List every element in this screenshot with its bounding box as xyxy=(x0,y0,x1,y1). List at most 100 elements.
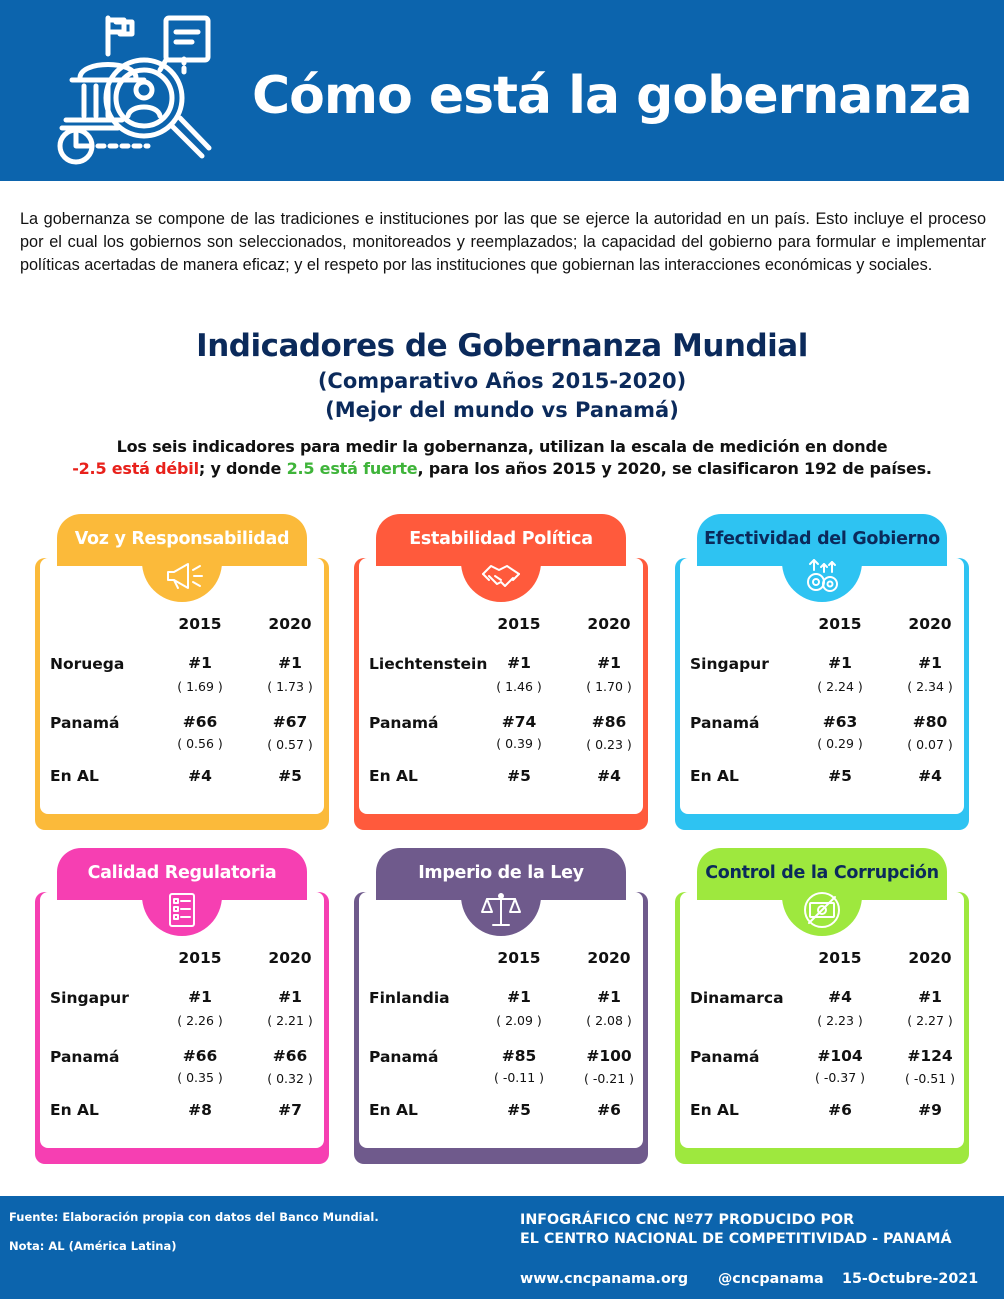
best-rank-2015: #1 xyxy=(188,988,212,1006)
al-rank-2015: #6 xyxy=(828,1101,852,1119)
scale-weak: -2.5 está débil xyxy=(72,459,199,478)
al-rank-2020: #4 xyxy=(918,767,942,785)
row-label-panama: Panamá xyxy=(690,1048,760,1066)
governance-search-icon xyxy=(57,15,212,165)
best-rank-2020: #1 xyxy=(597,988,621,1006)
best-rank-2020: #1 xyxy=(918,654,942,672)
card-frame xyxy=(675,892,969,1164)
panama-rank-2020: #67 xyxy=(272,713,308,731)
panama-rank-2020: #66 xyxy=(272,1047,308,1065)
best-score-2020: ( 2.27 ) xyxy=(907,1013,953,1028)
panama-score-2015: ( -0.11 ) xyxy=(493,1070,545,1085)
no-money-icon xyxy=(804,892,840,928)
al-rank-2015: #5 xyxy=(507,1101,531,1119)
al-rank-2020: #5 xyxy=(278,767,302,785)
row-label-panama: Panamá xyxy=(369,714,439,732)
al-rank-2020: #6 xyxy=(597,1101,621,1119)
row-label-best: Noruega xyxy=(50,655,125,673)
col-head-2015: 2015 xyxy=(178,615,222,633)
best-score-2020: ( 1.70 ) xyxy=(586,679,632,694)
best-rank-2015: #1 xyxy=(188,654,212,672)
panama-rank-2020: #124 xyxy=(907,1047,953,1065)
card-rule-of-law: Imperio de la Ley 2015 2020 Finlandia #1 #1( … xyxy=(354,848,648,1164)
best-score-2015: ( 2.23 ) xyxy=(817,1013,863,1028)
best-rank-2020: #1 xyxy=(597,654,621,672)
panama-rank-2015: #74 xyxy=(501,713,537,731)
card-corruption-control: Control de la Corrupción 2015 2020 Dinamarc… xyxy=(675,848,969,1164)
footer-handle[interactable]: @cncpanama xyxy=(718,1271,824,1287)
card-voice-accountability: Voz y Responsabilidad 2015 2020 Noruega #1 #1… xyxy=(35,514,329,830)
col-head-2015: 2015 xyxy=(497,949,541,967)
panama-score-2020: ( -0.51 ) xyxy=(904,1071,956,1086)
best-rank-2020: #1 xyxy=(278,988,302,1006)
panama-score-2015: ( 0.35 ) xyxy=(177,1070,223,1085)
panama-score-2020: ( 0.57 ) xyxy=(267,737,313,752)
card-government-effectiveness: Efectividad del Gobierno 2015 2020 Singapur… xyxy=(675,514,969,830)
footer-note: Nota: AL (América Latina) xyxy=(9,1239,177,1253)
best-score-2020: ( 2.21 ) xyxy=(267,1013,313,1028)
al-rank-2015: #5 xyxy=(828,767,852,785)
footer: Fuente: Elaboración propia con datos del… xyxy=(0,1196,1004,1299)
footer-website[interactable]: www.cncpanama.org xyxy=(520,1271,689,1287)
megaphone-icon xyxy=(167,563,203,589)
scale-description: Los seis indicadores para medir la gober… xyxy=(116,437,888,456)
footer-source: Fuente: Elaboración propia con datos del… xyxy=(9,1210,379,1224)
row-label-best: Singapur xyxy=(50,989,129,1007)
row-label-best: Dinamarca xyxy=(690,989,784,1007)
panama-rank-2015: #104 xyxy=(817,1047,863,1065)
best-score-2015: ( 2.26 ) xyxy=(177,1013,223,1028)
panama-score-2015: ( 0.56 ) xyxy=(177,736,223,751)
panama-score-2020: ( 0.07 ) xyxy=(907,737,953,752)
best-rank-2015: #1 xyxy=(507,654,531,672)
al-rank-2020: #9 xyxy=(918,1101,942,1119)
section-subtitle-comparison: (Mejor del mundo vs Panamá) xyxy=(325,398,679,422)
best-rank-2015: #4 xyxy=(828,988,852,1006)
section-title: Indicadores de Gobernanza Mundial xyxy=(196,328,808,364)
footer-date: 15-Octubre-2021 xyxy=(842,1271,979,1287)
col-head-2015: 2015 xyxy=(818,949,862,967)
panama-rank-2015: #63 xyxy=(822,713,858,731)
header-banner: Cómo está la gobernanza xyxy=(0,0,1004,181)
panama-score-2015: ( 0.39 ) xyxy=(496,736,542,751)
col-head-2015: 2015 xyxy=(497,615,541,633)
scale-end: , para los años 2015 y 2020, se clasific… xyxy=(417,459,932,478)
intro-paragraph: La gobernanza se compone de las tradicio… xyxy=(20,210,986,274)
al-rank-2020: #7 xyxy=(278,1101,302,1119)
col-head-2020: 2020 xyxy=(587,949,631,967)
panama-rank-2020: #86 xyxy=(591,713,627,731)
card-political-stability: Estabilidad Política 2015 2020 Liechtenstei… xyxy=(354,514,648,830)
best-rank-2020: #1 xyxy=(278,654,302,672)
footer-credit-line2: EL CENTRO NACIONAL DE COMPETITIVIDAD - P… xyxy=(520,1231,952,1247)
col-head-2015: 2015 xyxy=(178,949,222,967)
row-label-panama: Panamá xyxy=(50,714,120,732)
panama-score-2020: ( 0.23 ) xyxy=(586,737,632,752)
col-head-2020: 2020 xyxy=(908,949,952,967)
al-rank-2020: #4 xyxy=(597,767,621,785)
col-head-2020: 2020 xyxy=(268,949,312,967)
best-score-2020: ( 2.08 ) xyxy=(586,1013,632,1028)
card-regulatory-quality: Calidad Regulatoria 2015 2020 Singapur #1 #1(… xyxy=(35,848,329,1164)
best-score-2015: ( 2.09 ) xyxy=(496,1013,542,1028)
panama-rank-2015: #85 xyxy=(501,1047,537,1065)
panama-score-2020: ( 0.32 ) xyxy=(267,1071,313,1086)
best-score-2015: ( 2.24 ) xyxy=(817,679,863,694)
scale-description-detail: -2.5 está débil; y donde 2.5 está fuerte… xyxy=(0,459,1004,478)
handshake-icon xyxy=(482,565,520,587)
card-title: Efectividad del Gobierno xyxy=(697,514,947,566)
row-label-al: En AL xyxy=(690,767,739,785)
row-label-best: Singapur xyxy=(690,655,769,673)
al-rank-2015: #4 xyxy=(188,767,212,785)
row-label-al: En AL xyxy=(369,1101,418,1119)
checklist-document-icon xyxy=(169,893,195,927)
panama-score-2015: ( 0.29 ) xyxy=(817,736,863,751)
row-label-best: Finlandia xyxy=(369,989,450,1007)
best-rank-2015: #1 xyxy=(507,988,531,1006)
best-score-2020: ( 1.73 ) xyxy=(267,679,313,694)
best-score-2015: ( 1.69 ) xyxy=(177,679,223,694)
gears-growth-icon xyxy=(807,559,838,592)
col-head-2020: 2020 xyxy=(587,615,631,633)
best-score-2015: ( 1.46 ) xyxy=(496,679,542,694)
row-label-al: En AL xyxy=(50,767,99,785)
best-rank-2015: #1 xyxy=(828,654,852,672)
best-score-2020: ( 2.34 ) xyxy=(907,679,953,694)
